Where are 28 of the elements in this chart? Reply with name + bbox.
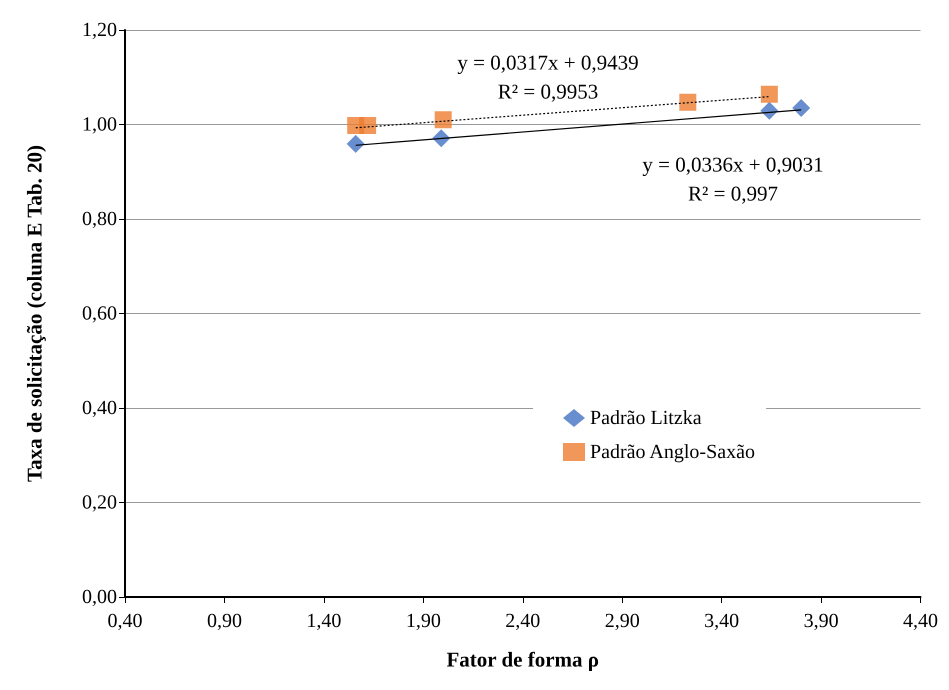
point: [792, 98, 810, 117]
annotation: y = 0,0317x + 0,9439 R² = 0,9953: [457, 50, 639, 104]
x-tick-label: 2,90: [604, 610, 640, 632]
x-tick-label: 0,90: [206, 610, 242, 632]
legend-label: Padrão Anglo-Saxão: [590, 441, 755, 463]
x-tick-label: 1,40: [306, 610, 342, 632]
y-tick-label: 0,40: [82, 397, 117, 419]
point: [760, 86, 778, 103]
x-tick-label: 1,90: [406, 610, 441, 632]
x-tick-label: 2,40: [505, 610, 540, 632]
point: [346, 134, 365, 153]
legend-label: Padrão Litzka: [590, 407, 702, 429]
x-tick-label: 4,40: [903, 610, 938, 632]
x-axis-title: Fator de forma ρ: [446, 648, 600, 672]
y-axis-title: Taxa de solicitação (coluna E Tab. 20): [22, 144, 46, 482]
point: [679, 94, 696, 111]
y-tick-label: 1,00: [82, 114, 117, 136]
point: [359, 116, 376, 134]
x-tick-label: 3,90: [804, 610, 839, 632]
x-tick-label: 0,40: [108, 610, 142, 632]
y-tick-label: 1,20: [82, 19, 117, 41]
y-tick-label: 0,20: [82, 492, 117, 514]
y-tick-label: 0,60: [82, 302, 117, 324]
point: [434, 111, 452, 128]
x-tick-label: 3,40: [704, 610, 740, 632]
annotation: y = 0,0336x + 0,9031 R² = 0,997: [642, 152, 824, 206]
y-tick-label: 0,80: [82, 208, 117, 230]
y-tick-label: 0,00: [82, 586, 117, 608]
